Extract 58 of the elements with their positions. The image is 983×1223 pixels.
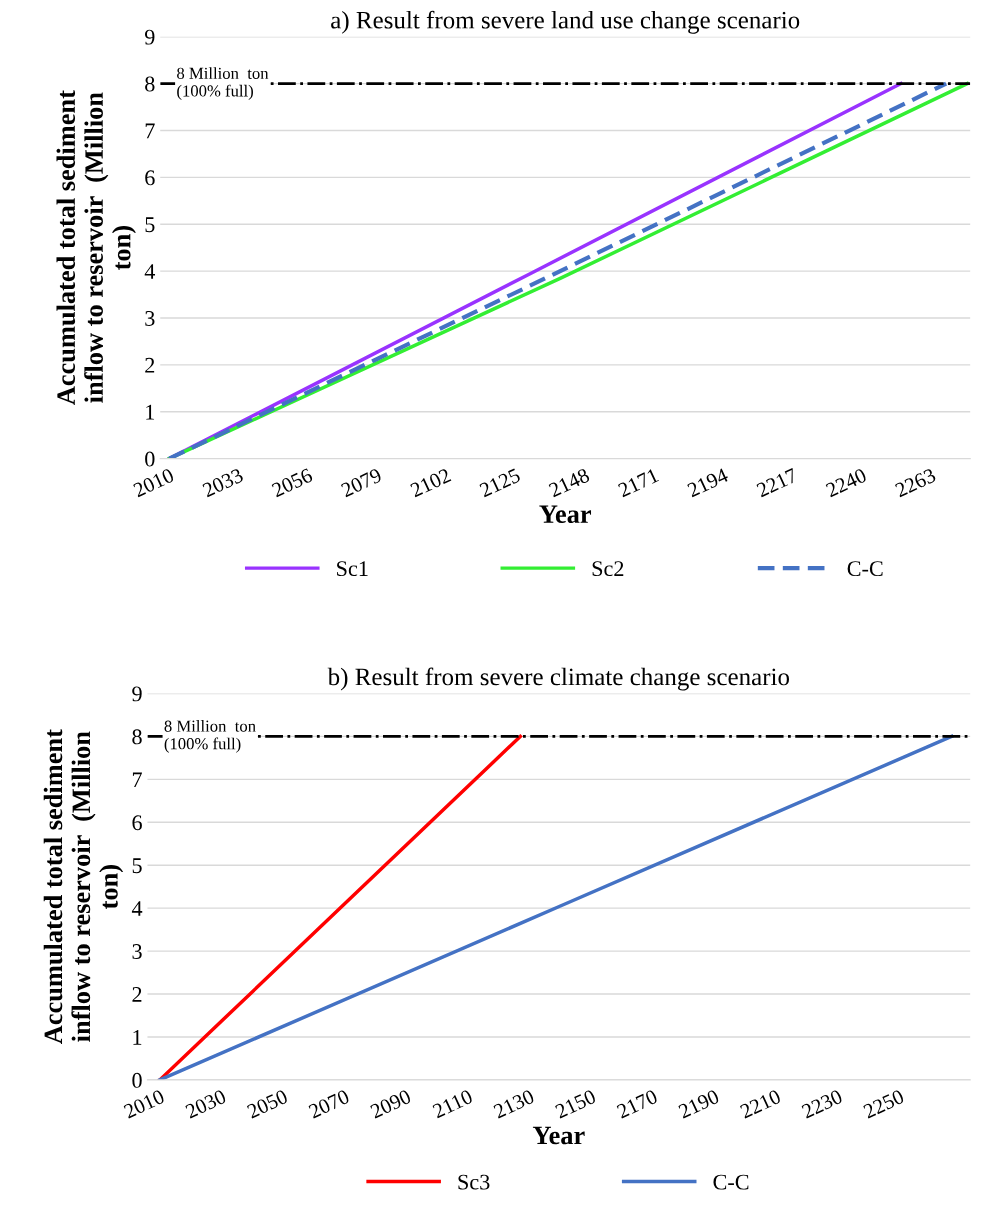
- x-tick-label: 2033: [201, 467, 244, 498]
- x-tick-label: 2210: [739, 1089, 782, 1119]
- y-tick-label: 8: [145, 76, 155, 92]
- y-tick-label: 0: [132, 1072, 142, 1088]
- y-axis-title: Accumulated total sediment inflow to reservoir (Million ton): [43, 729, 124, 1044]
- y-tick-label: 6: [145, 170, 155, 186]
- y-tick-label: 2: [132, 987, 142, 1002]
- x-tick-label: 2170: [616, 1089, 659, 1119]
- x-tick-label: 2148: [548, 467, 591, 498]
- x-tick-label: 2110: [431, 1089, 474, 1119]
- y-tick-label: 6: [132, 815, 142, 831]
- x-tick-label: 2125: [478, 467, 521, 498]
- x-axis-title: Year: [539, 505, 592, 524]
- y-tick-label: 1: [146, 404, 155, 420]
- x-tick-label: 2130: [492, 1089, 536, 1119]
- y-tick-label: 8: [132, 729, 142, 745]
- x-tick-label: 2070: [307, 1089, 351, 1119]
- y-tick-label: 7: [145, 123, 155, 139]
- chart-title: a) Result from severe land use change scenario: [331, 10, 800, 34]
- x-axis-title: Year: [532, 1126, 585, 1145]
- ref-line-label: 8 Million ton (100% full): [164, 720, 256, 753]
- x-tick-label: 2250: [862, 1089, 905, 1119]
- y-tick-label: 7: [132, 772, 142, 788]
- x-tick-label: 2217: [755, 467, 799, 498]
- x-tick-label: 2171: [617, 468, 660, 498]
- x-tick-label: 2240: [825, 467, 868, 498]
- x-tick-label: 2079: [340, 467, 383, 498]
- legend-label: Sc3: [458, 1174, 490, 1190]
- y-tick-label: 1: [133, 1030, 142, 1045]
- x-tick-label: 2090: [369, 1089, 412, 1119]
- y-tick-label: 5: [132, 858, 142, 874]
- x-tick-label: 2056: [271, 467, 314, 498]
- y-tick-label: 2: [145, 357, 155, 373]
- x-tick-label: 2230: [801, 1089, 844, 1119]
- legend-label: C-C: [713, 1174, 749, 1190]
- chart-title: b) Result from severe climate change scenario: [327, 667, 790, 691]
- x-tick-label: 2010: [123, 1089, 166, 1119]
- x-tick-label: 2150: [554, 1089, 597, 1119]
- y-tick-label: 3: [145, 310, 155, 326]
- y-axis-title: Accumulated total sediment inflow to reservoir (Million ton): [56, 90, 136, 405]
- y-tick-label: 9: [144, 29, 155, 45]
- x-tick-label: 2010: [132, 467, 175, 498]
- x-tick-label: 2263: [894, 467, 937, 498]
- y-tick-label: 4: [144, 264, 156, 279]
- x-tick-label: 2030: [184, 1089, 227, 1119]
- legend-label: Sc2: [592, 561, 624, 577]
- x-tick-label: 2050: [246, 1089, 289, 1119]
- ref-line-label: 8 Million ton (100% full): [177, 67, 269, 100]
- legend-label: C-C: [847, 561, 883, 577]
- y-tick-label: 9: [132, 686, 142, 702]
- y-tick-label: 5: [145, 217, 155, 233]
- x-tick-label: 2102: [409, 467, 452, 498]
- y-tick-label: 0: [145, 451, 155, 467]
- x-tick-label: 2190: [677, 1089, 720, 1119]
- legend-label: Sc1: [337, 561, 368, 577]
- y-tick-label: 4: [131, 901, 143, 916]
- y-tick-label: 3: [132, 944, 142, 960]
- x-tick-label: 2194: [686, 467, 730, 498]
